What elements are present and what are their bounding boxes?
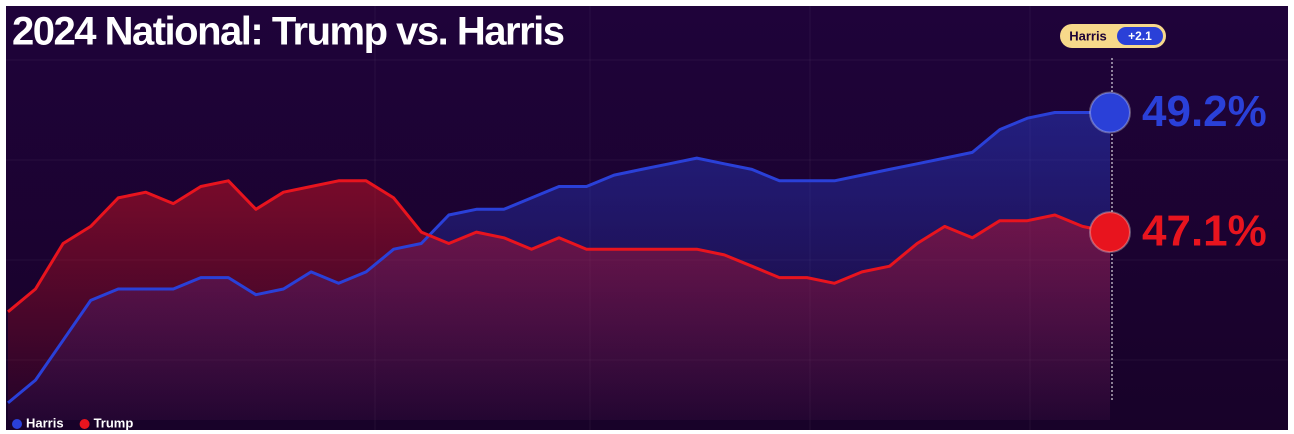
chart-title: 2024 National: Trump vs. Harris	[12, 10, 564, 54]
end-marker	[1090, 93, 1130, 133]
legend-label: Trump	[94, 415, 134, 430]
end-marker	[1090, 212, 1130, 252]
lead-margin: +2.1	[1128, 29, 1152, 43]
legend-label: Harris	[26, 415, 64, 430]
lead-badge: Harris +2.1	[1060, 24, 1166, 48]
value-label: 47.1%	[1142, 207, 1267, 256]
lead-name: Harris	[1069, 28, 1107, 43]
legend-swatch	[80, 419, 90, 429]
legend-swatch	[12, 419, 22, 429]
value-label: 49.2%	[1142, 87, 1267, 136]
chart: 2024 National: Trump vs. Harris Harris +…	[0, 0, 1294, 434]
